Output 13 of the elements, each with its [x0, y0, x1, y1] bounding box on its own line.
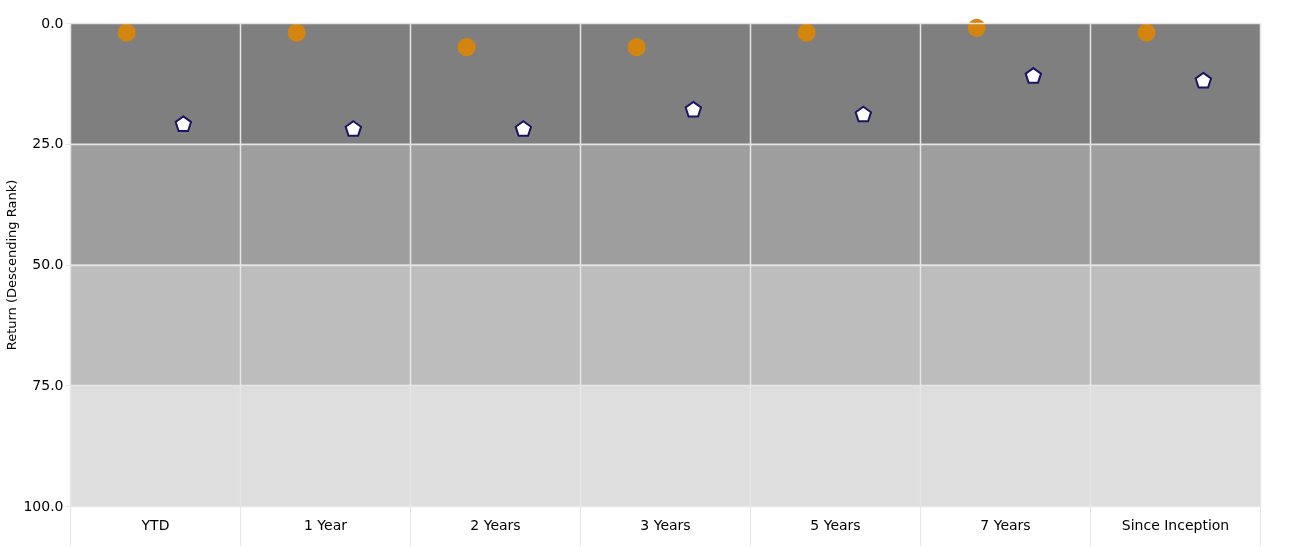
x-tick-label: 1 Year [304, 516, 348, 533]
y-tick-label: 100.0 [23, 497, 64, 514]
y-tick-label: 50.0 [32, 256, 64, 272]
y-tick-label: 25.0 [32, 135, 64, 152]
x-tick-label: YTD [140, 516, 170, 533]
x-tick-label: 2 Years [470, 516, 521, 533]
x-tick-label: Since Inception [1121, 516, 1230, 533]
x-tick-label: 3 Years [640, 516, 691, 533]
x-tick-label: 7 Years [980, 516, 1031, 533]
y-axis-title: Return (Descending Rank) [4, 179, 20, 351]
x-tick-label: 5 Years [810, 516, 861, 533]
y-tick-label: 75.0 [32, 376, 64, 393]
y-tick-label: 0.0 [41, 14, 64, 31]
